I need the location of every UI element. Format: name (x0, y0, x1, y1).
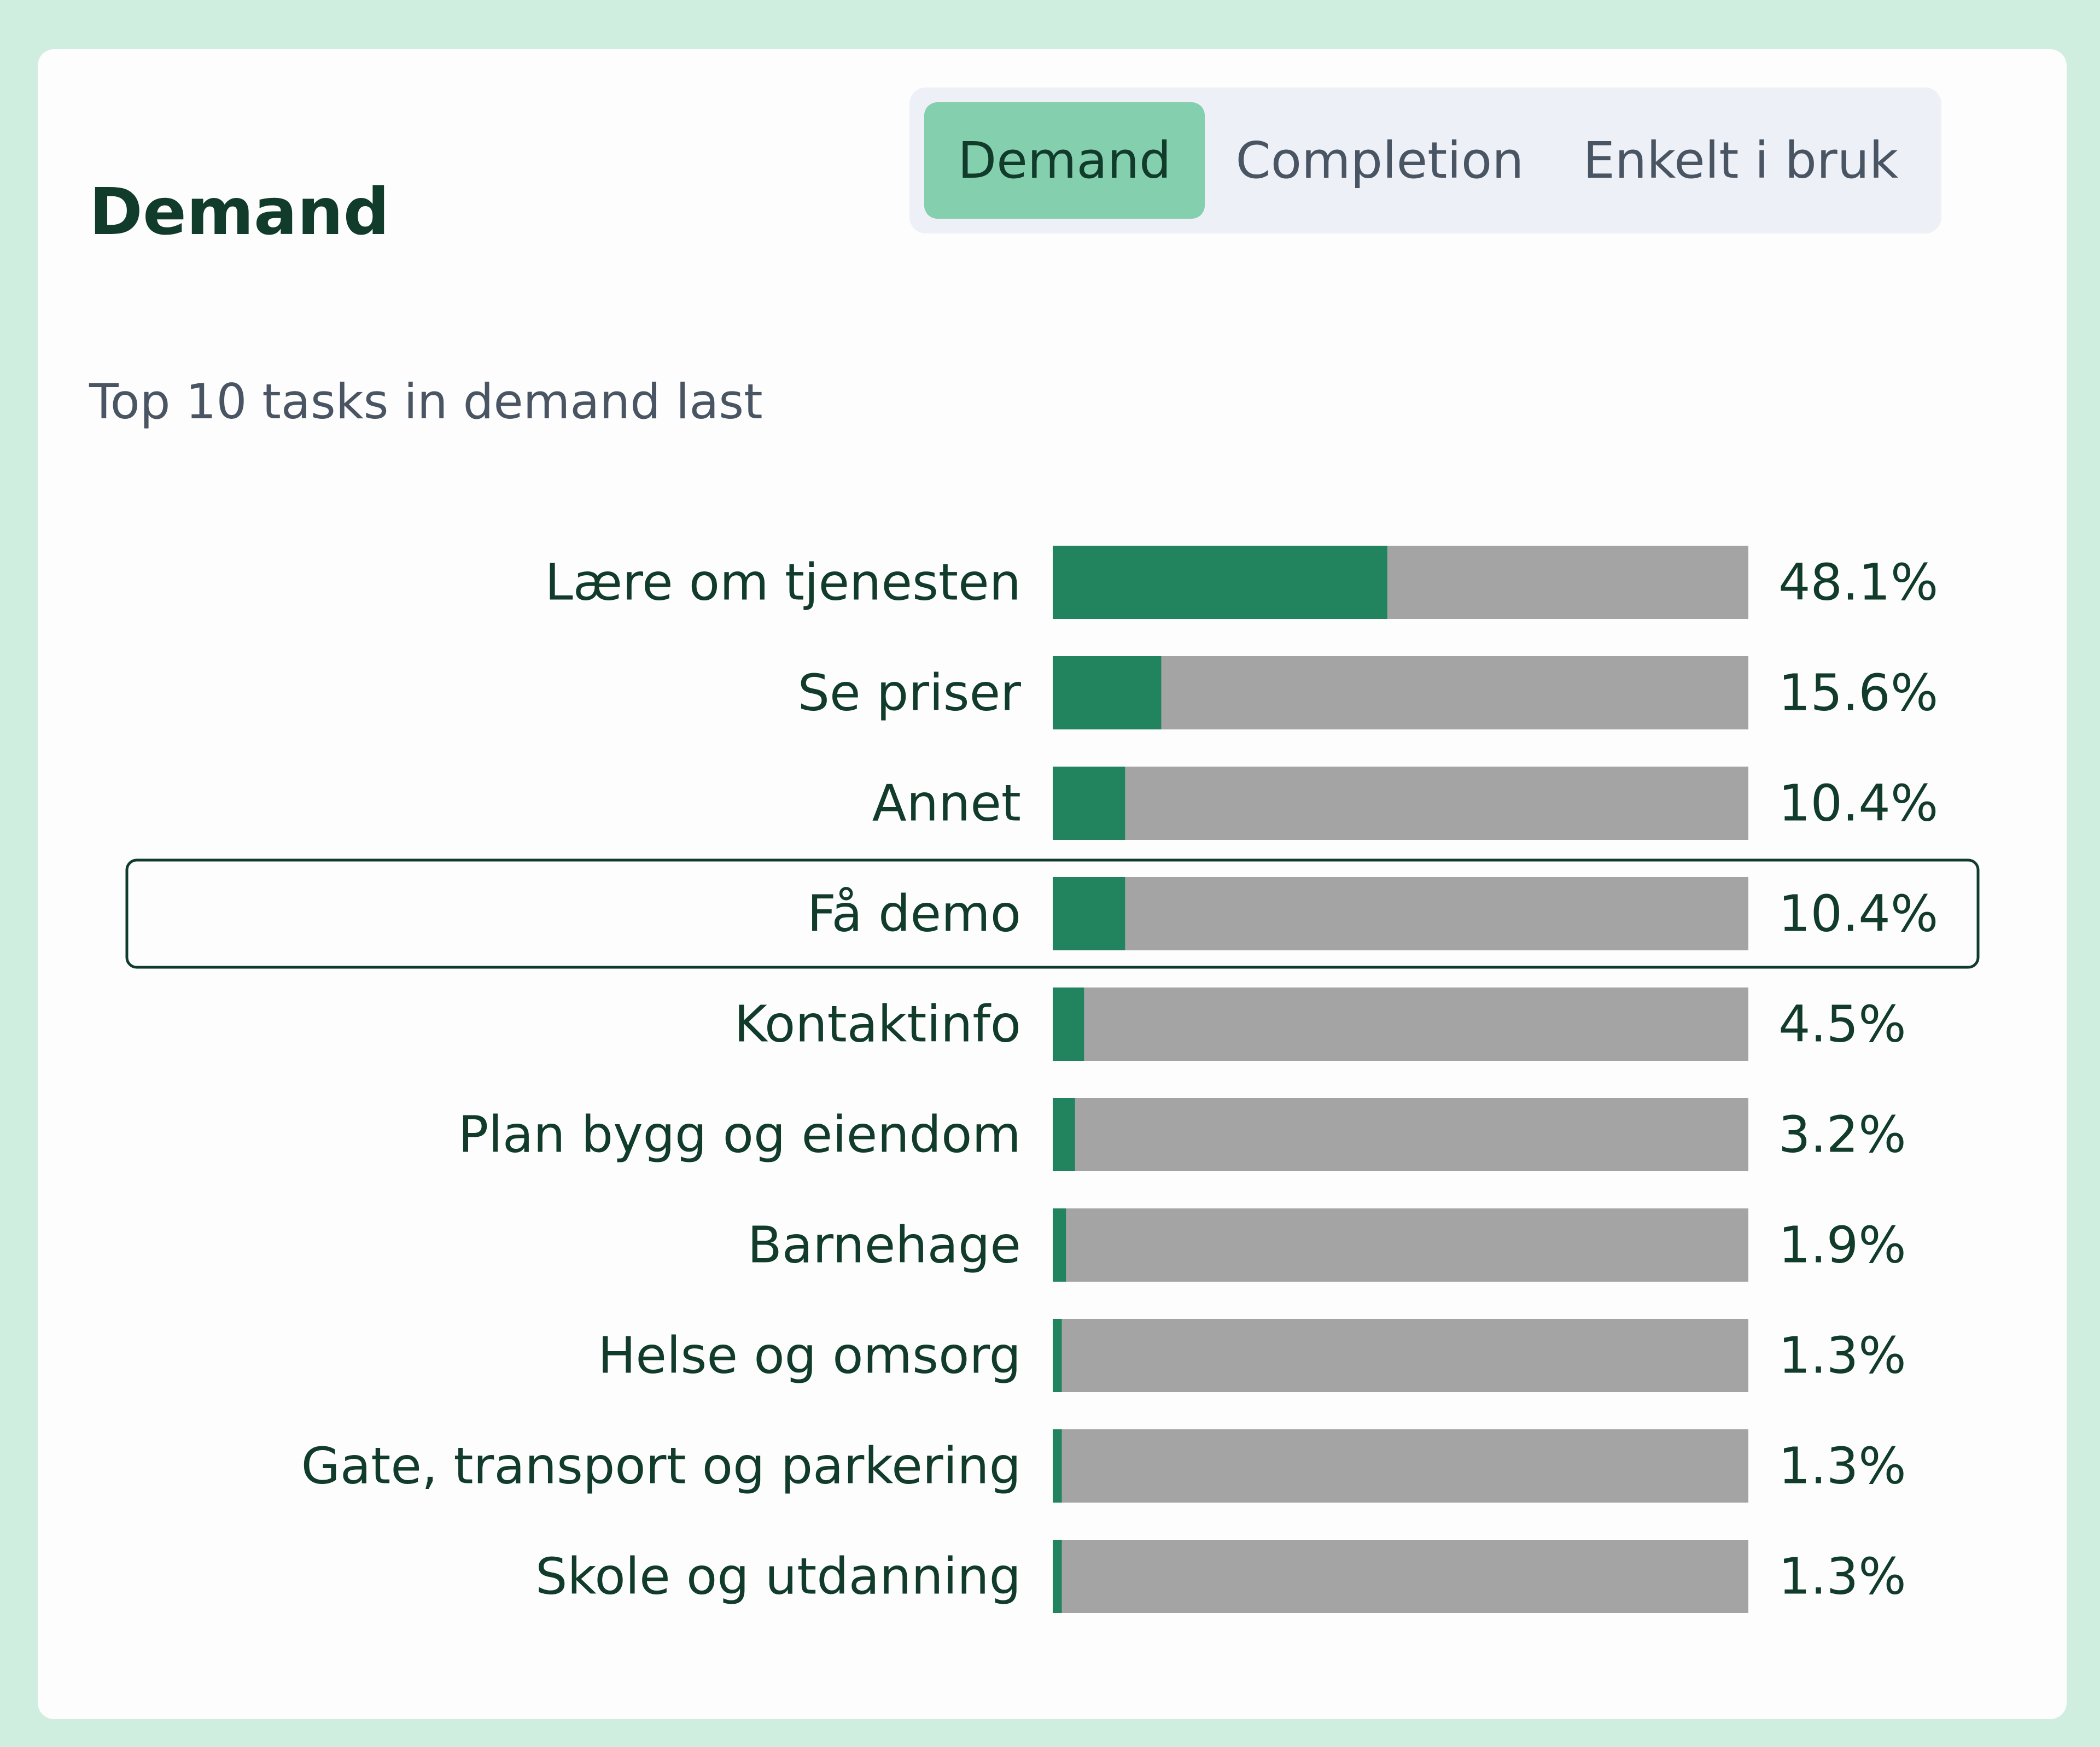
bar-row-se-priser[interactable]: Se priser 15.6% (798, 656, 1939, 729)
tab-demand[interactable]: Demand (924, 102, 1205, 219)
bar-track-annet (1053, 767, 1748, 840)
bar-row-f-demo[interactable]: Få demo 10.4% (125, 858, 1980, 969)
bar-fill-annet (1053, 767, 1125, 840)
bar-fill-se-priser (1053, 656, 1162, 729)
bar-row-kontaktinfo[interactable]: Kontaktinfo 4.5% (734, 988, 1906, 1061)
tab-enkelt-i-bruk[interactable]: Enkelt i bruk (1583, 131, 1899, 190)
bar-track-gate-transport-og-parkering (1053, 1429, 1748, 1503)
bar-value-annet: 10.4% (1778, 774, 1938, 833)
bar-track-skole-og-utdanning (1053, 1540, 1748, 1613)
bar-value-l-re-om-tjenesten: 48.1% (1778, 553, 1938, 612)
bar-fill-plan-bygg-og-eiendom (1053, 1098, 1075, 1171)
bar-label-annet: Annet (872, 774, 1021, 833)
bar-value-skole-og-utdanning: 1.3% (1778, 1547, 1906, 1606)
bar-value-barnehage: 1.9% (1778, 1216, 1906, 1275)
bar-track-kontaktinfo (1053, 988, 1748, 1061)
bar-row-helse-og-omsorg[interactable]: Helse og omsorg 1.3% (598, 1319, 1906, 1392)
bar-row-barnehage[interactable]: Barnehage 1.9% (748, 1208, 1906, 1282)
bar-label-skole-og-utdanning: Skole og utdanning (535, 1547, 1021, 1606)
bar-track-f-demo (1053, 877, 1748, 950)
bar-label-se-priser: Se priser (798, 664, 1022, 722)
card-title: Demand (89, 174, 390, 249)
bar-track-plan-bygg-og-eiendom (1053, 1098, 1748, 1171)
bar-label-helse-og-omsorg: Helse og omsorg (598, 1327, 1021, 1385)
bar-fill-skole-og-utdanning (1053, 1540, 1062, 1613)
bar-value-se-priser: 15.6% (1778, 664, 1938, 722)
bar-track-helse-og-omsorg (1053, 1319, 1748, 1392)
bar-label-gate-transport-og-parkering: Gate, transport og parkering (301, 1437, 1021, 1495)
bar-label-f-demo: Få demo (807, 885, 1021, 943)
bar-row-annet[interactable]: Annet 10.4% (872, 767, 1939, 840)
bar-track-barnehage (1053, 1208, 1748, 1282)
bar-fill-helse-og-omsorg (1053, 1319, 1062, 1392)
view-tabs: Demand Completion Enkelt i bruk (909, 87, 1941, 233)
bar-row-l-re-om-tjenesten[interactable]: Lære om tjenesten 48.1% (545, 546, 1939, 619)
bar-fill-gate-transport-og-parkering (1053, 1429, 1062, 1503)
bar-fill-kontaktinfo (1053, 988, 1084, 1061)
bar-track-se-priser (1053, 656, 1748, 729)
bar-value-helse-og-omsorg: 1.3% (1778, 1327, 1906, 1385)
tab-completion[interactable]: Completion (1235, 131, 1524, 190)
chart-subtitle: Top 10 tasks in demand last (89, 373, 763, 430)
bar-label-l-re-om-tjenesten: Lære om tjenesten (545, 553, 1021, 612)
row-highlight (125, 858, 1980, 969)
bar-fill-l-re-om-tjenesten (1053, 546, 1387, 619)
bar-label-kontaktinfo: Kontaktinfo (734, 995, 1021, 1054)
bar-fill-barnehage (1053, 1208, 1066, 1282)
bar-row-skole-og-utdanning[interactable]: Skole og utdanning 1.3% (535, 1540, 1906, 1613)
bar-value-kontaktinfo: 4.5% (1778, 995, 1906, 1054)
bar-row-plan-bygg-og-eiendom[interactable]: Plan bygg og eiendom 3.2% (458, 1098, 1906, 1171)
bar-fill-f-demo (1053, 877, 1125, 950)
bar-value-f-demo: 10.4% (1778, 885, 1938, 943)
bar-label-plan-bygg-og-eiendom: Plan bygg og eiendom (458, 1106, 1021, 1164)
bar-label-barnehage: Barnehage (748, 1216, 1021, 1275)
bar-value-gate-transport-og-parkering: 1.3% (1778, 1437, 1906, 1495)
bar-row-gate-transport-og-parkering[interactable]: Gate, transport og parkering 1.3% (301, 1429, 1906, 1503)
bar-value-plan-bygg-og-eiendom: 3.2% (1778, 1106, 1906, 1164)
